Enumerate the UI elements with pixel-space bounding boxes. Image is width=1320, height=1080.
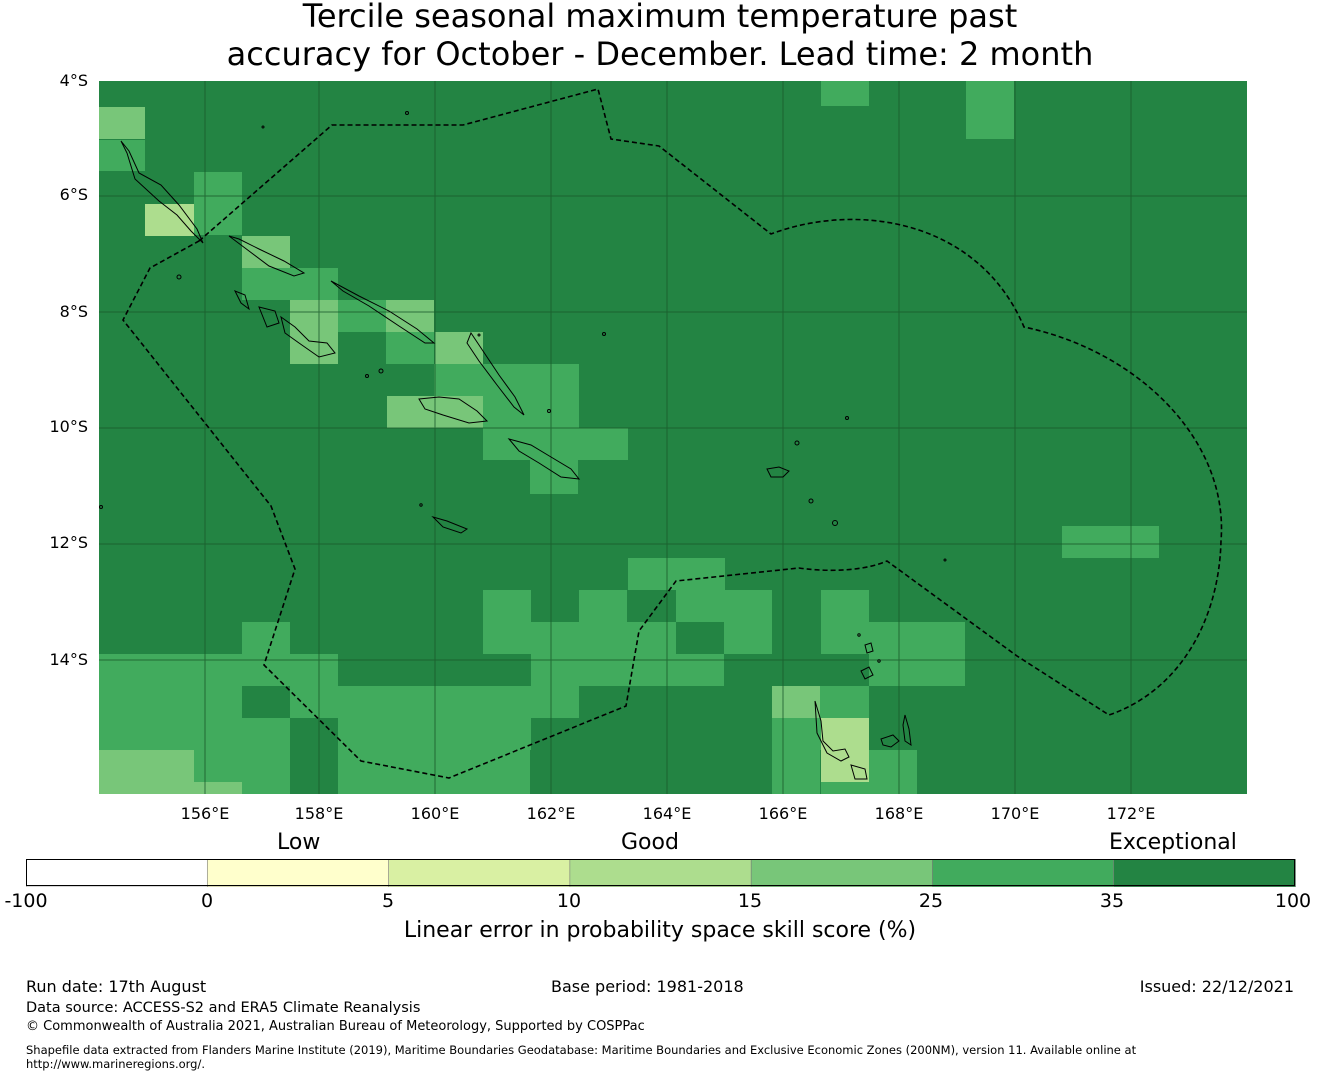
lat-label-6s: 6°S xyxy=(59,185,88,204)
issued-date: Issued: 22/12/2021 xyxy=(1139,977,1294,996)
banks-islands-coast xyxy=(860,642,874,680)
choiseul-coast xyxy=(228,235,306,277)
quality-label-low: Low xyxy=(277,830,321,855)
lon-label-164e: 164°E xyxy=(642,804,692,823)
colorbar-segment-3 xyxy=(569,859,752,887)
colorbar-segment-0 xyxy=(26,859,209,887)
colorbar-tick-15: 15 xyxy=(737,890,763,912)
lon-label-168e: 168°E xyxy=(874,804,924,823)
map-title-line-1: Tercile seasonal maximum temperature pas… xyxy=(302,0,1018,35)
colorbar-tick-10: 10 xyxy=(556,890,582,912)
lat-label-4s: 4°S xyxy=(59,71,88,90)
run-date: Run date: 17th August xyxy=(26,977,207,996)
colorbar-tick-0: 0 xyxy=(200,890,214,912)
quality-label-exceptional: Exceptional xyxy=(1109,830,1237,855)
espiritu-santo-coast xyxy=(814,700,850,762)
colorbar xyxy=(26,859,1296,887)
colorbar-tick-5: 5 xyxy=(381,890,395,912)
colorbar-tick-minus-100: -100 xyxy=(4,890,48,912)
lat-label-12s: 12°S xyxy=(49,533,88,552)
shapefile-credit-line-2: http://www.marineregions.org/. xyxy=(26,1057,205,1071)
lat-label-10s: 10°S xyxy=(49,417,88,436)
colorbar-segment-5 xyxy=(932,859,1115,887)
new-georgia-coast xyxy=(233,290,336,358)
nendo-coast xyxy=(766,466,790,478)
base-period: Base period: 1981-2018 xyxy=(551,977,744,996)
map-title-line-2: accuracy for October - December. Lead ti… xyxy=(226,35,1094,73)
lon-label-166e: 166°E xyxy=(758,804,808,823)
maewo-pentecost-coast xyxy=(902,714,912,747)
guadalcanal-coast xyxy=(418,396,489,424)
lon-label-156e: 156°E xyxy=(180,804,230,823)
lon-label-158e: 158°E xyxy=(294,804,344,823)
bougainville-coast xyxy=(120,140,204,244)
graticule xyxy=(99,81,1247,794)
colorbar-tick-25: 25 xyxy=(918,890,944,912)
santa-isabel-coast xyxy=(330,280,436,344)
malaita-coast xyxy=(466,331,525,416)
copyright-notice: © Commonwealth of Australia 2021, Austra… xyxy=(26,1019,645,1034)
lon-label-170e: 170°E xyxy=(990,804,1040,823)
colorbar-label: Linear error in probability space skill … xyxy=(403,918,917,943)
skill-cells xyxy=(99,81,1247,794)
coastlines xyxy=(120,140,912,780)
data-source: Data source: ACCESS-S2 and ERA5 Climate … xyxy=(26,1000,421,1016)
lat-label-8s: 8°S xyxy=(59,302,88,321)
colorbar-segment-2 xyxy=(388,859,571,887)
colorbar-tick-35: 35 xyxy=(1099,890,1125,912)
colorbar-segment-6 xyxy=(1113,859,1296,887)
ambrym-coast xyxy=(850,764,868,780)
skill-score-map xyxy=(99,81,1247,794)
makira-coast xyxy=(507,438,581,480)
small-islands xyxy=(99,111,947,663)
colorbar-segment-4 xyxy=(750,859,934,887)
eez-boundary xyxy=(122,88,1223,779)
colorbar-segment-1 xyxy=(206,859,390,887)
malekula-coast xyxy=(880,734,900,748)
lon-label-160e: 160°E xyxy=(410,804,460,823)
quality-label-good: Good xyxy=(621,830,679,855)
lon-label-172e: 172°E xyxy=(1106,804,1156,823)
shapefile-credit-line-1: Shapefile data extracted from Flanders M… xyxy=(26,1043,1137,1057)
colorbar-tick-100: 100 xyxy=(1274,890,1312,912)
lon-label-162e: 162°E xyxy=(526,804,576,823)
rennell-coast xyxy=(431,515,469,534)
lat-label-14s: 14°S xyxy=(49,650,88,669)
